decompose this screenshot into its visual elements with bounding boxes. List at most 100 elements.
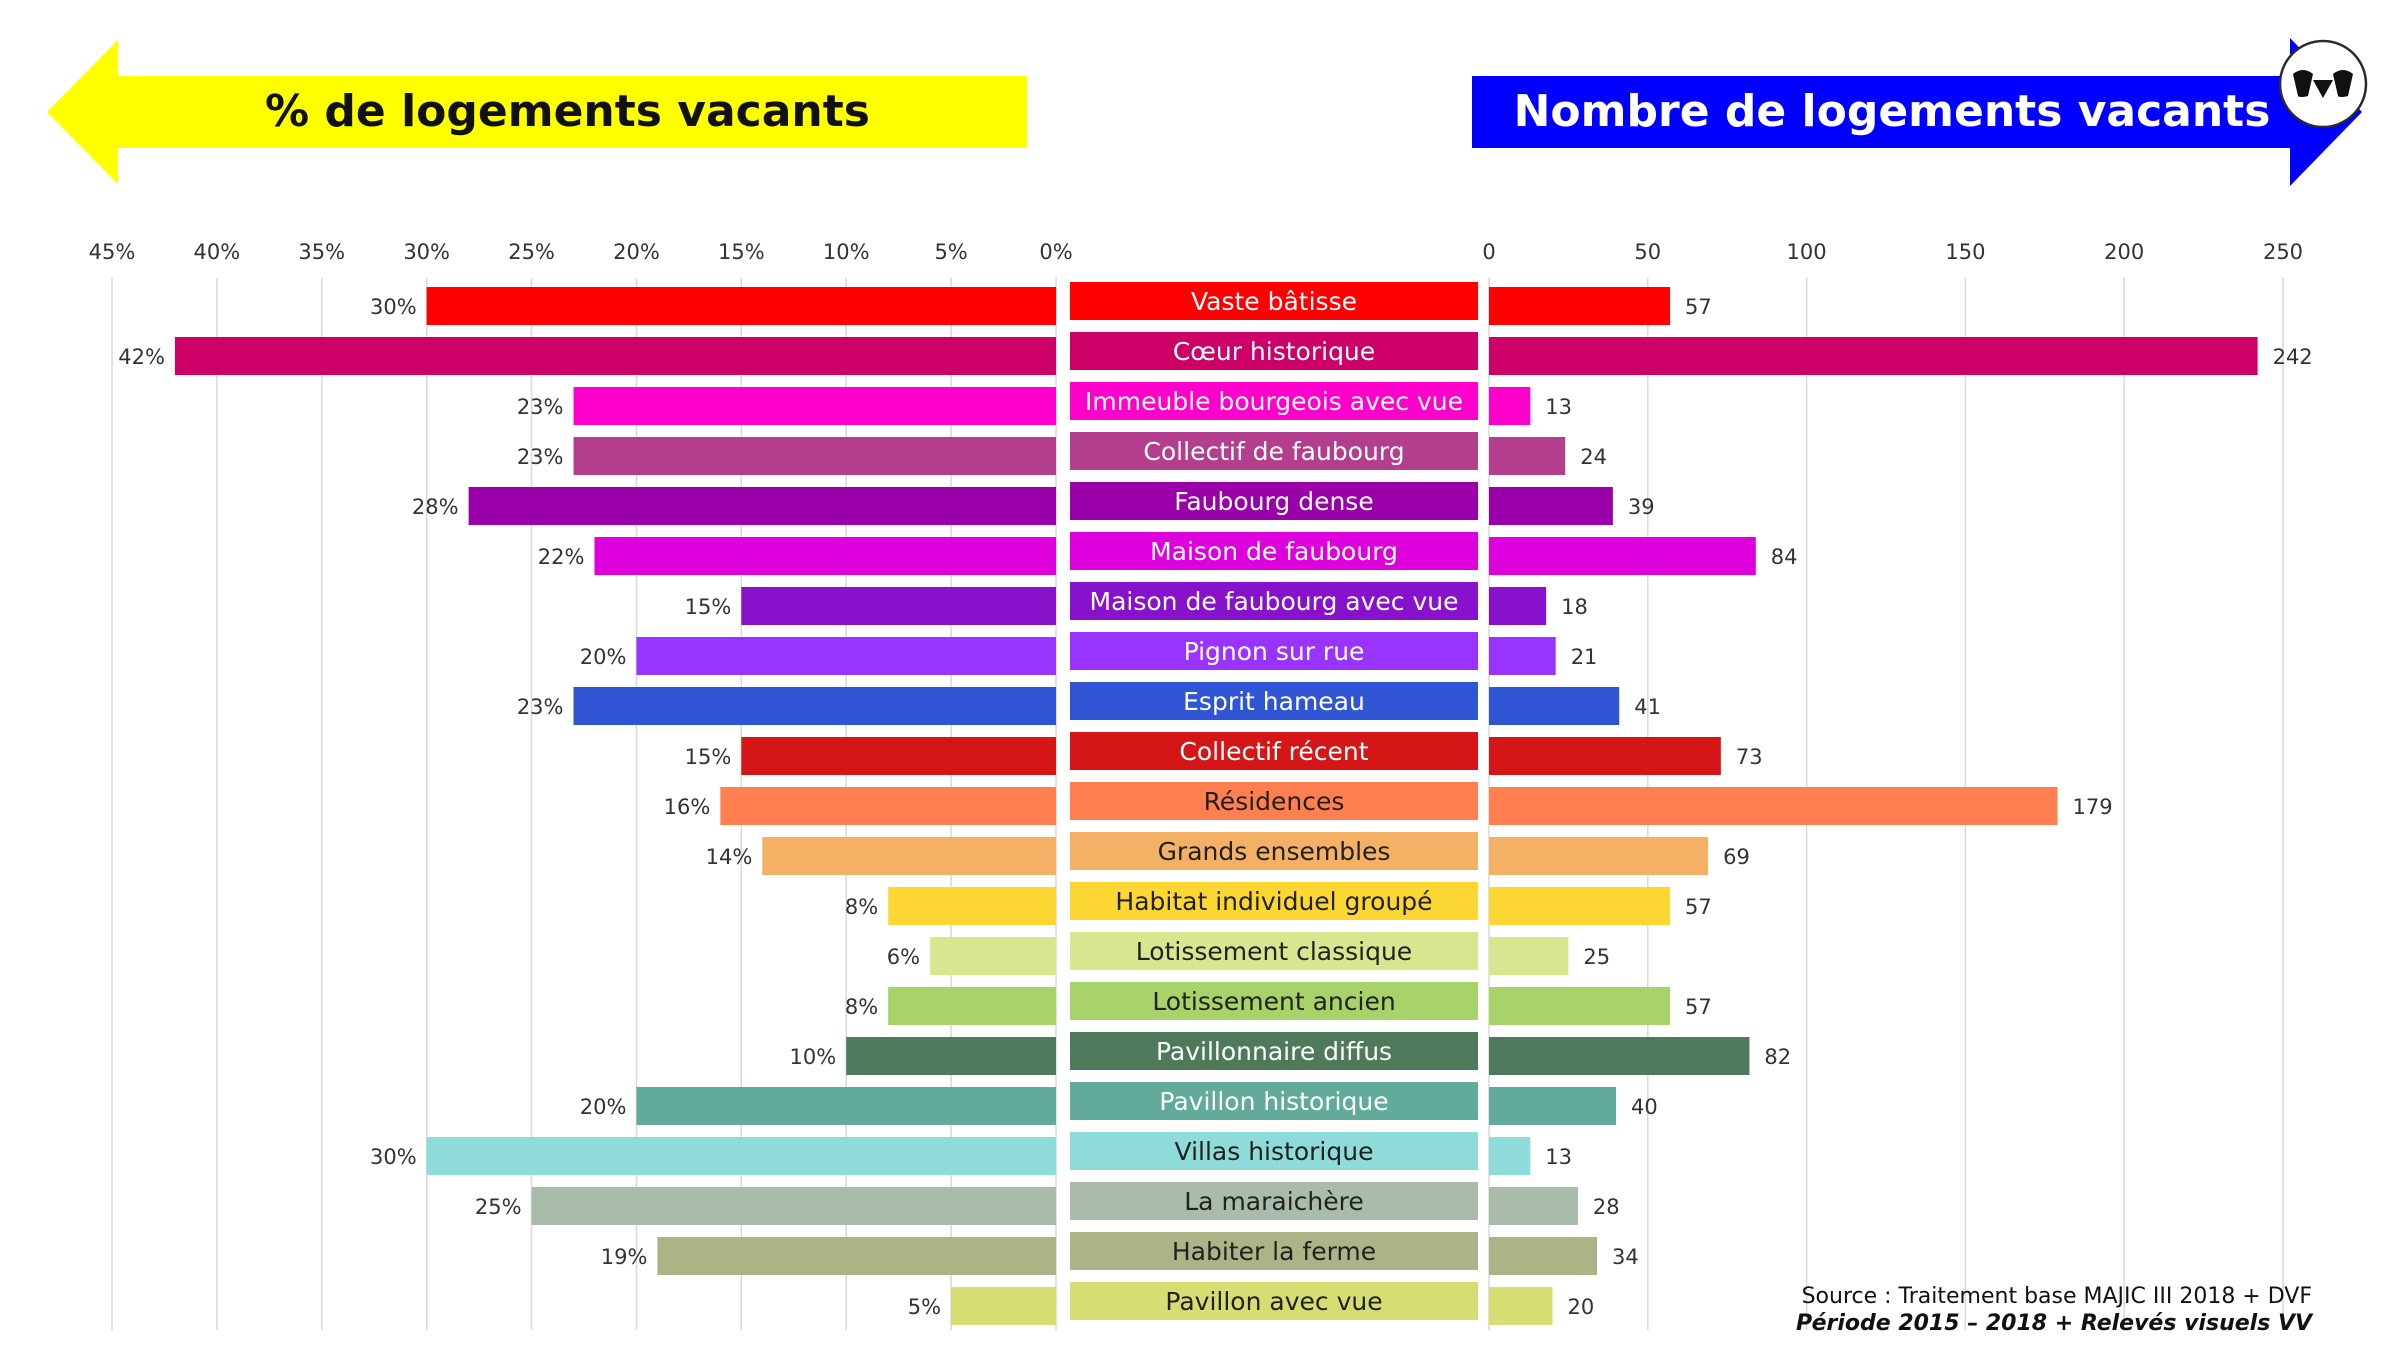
category-label: Pavillon historique (1159, 1087, 1388, 1116)
bar-count (1489, 937, 1569, 975)
bar-count-label: 18 (1561, 595, 1588, 619)
tick-label-right: 200 (2104, 240, 2144, 264)
bar-count (1489, 537, 1756, 575)
category-label: Maison de faubourg (1150, 537, 1398, 566)
left-title: % de logements vacants (265, 86, 870, 137)
bar-count (1489, 1087, 1617, 1125)
bar-count-label: 84 (1771, 545, 1798, 569)
bar-count-label: 28 (1593, 1195, 1620, 1219)
category-label-box (1070, 582, 1478, 620)
category-label-box (1070, 782, 1478, 820)
bar-pct-label: 16% (664, 795, 711, 819)
bar-pct (846, 1037, 1056, 1075)
bar-count-label: 57 (1685, 295, 1712, 319)
category-label-box (1070, 1132, 1478, 1170)
bar-count (1489, 587, 1547, 625)
bar-pct (657, 1237, 1056, 1275)
bar-pct-label: 10% (790, 1045, 837, 1069)
tick-label-left: 5% (934, 240, 967, 264)
bar-pct (636, 1087, 1056, 1125)
bar-count (1489, 1037, 1750, 1075)
category-label: Esprit hameau (1183, 687, 1365, 716)
category-label-box (1070, 732, 1478, 770)
bar-pct-label: 8% (845, 995, 878, 1019)
category-label: Pignon sur rue (1184, 637, 1365, 666)
category-label: Cœur historique (1173, 337, 1375, 366)
source-text: Source : Traitement base MAJIC III 2018 … (1801, 1284, 2312, 1309)
bar-pct (741, 737, 1056, 775)
tick-label-right: 50 (1634, 240, 1661, 264)
tick-label-left: 0% (1039, 240, 1072, 264)
bar-count (1489, 687, 1620, 725)
bar-pct-label: 30% (370, 295, 417, 319)
bar-pct (426, 1137, 1057, 1175)
bar-count (1489, 737, 1721, 775)
bar-pct (573, 387, 1056, 425)
category-label: Pavillon avec vue (1165, 1287, 1382, 1316)
bar-count-label: 82 (1764, 1045, 1791, 1069)
category-label-box (1070, 1032, 1478, 1070)
bar-count-label: 25 (1583, 945, 1610, 969)
category-label: Vaste bâtisse (1191, 287, 1357, 316)
bar-pct (888, 987, 1056, 1025)
bar-pct-label: 20% (580, 645, 627, 669)
bar-count (1489, 437, 1566, 475)
bar-pct (762, 837, 1056, 875)
category-label-box (1070, 282, 1478, 320)
bar-count-label: 69 (1723, 845, 1750, 869)
bar-pct-label: 14% (706, 845, 753, 869)
bar-count (1489, 337, 2258, 375)
right-title: Nombre de logements vacants (1513, 86, 2271, 137)
vv-logo-icon (2278, 39, 2368, 129)
bar-count-label: 13 (1545, 395, 1572, 419)
bar-count (1489, 837, 1709, 875)
tick-label-left: 25% (508, 240, 555, 264)
bar-count-label: 24 (1580, 445, 1607, 469)
bar-pct-label: 25% (475, 1195, 522, 1219)
bar-pct (741, 587, 1056, 625)
tick-label-left: 30% (403, 240, 450, 264)
category-label: Lotissement ancien (1152, 987, 1395, 1016)
bar-pct (720, 787, 1056, 825)
bar-pct (951, 1287, 1056, 1325)
bar-pct-label: 30% (370, 1145, 417, 1169)
bar-pct-label: 23% (517, 395, 564, 419)
bar-pct-label: 23% (517, 445, 564, 469)
bar-pct (888, 887, 1056, 925)
bar-pct (573, 437, 1056, 475)
bar-pct (594, 537, 1056, 575)
category-label: Lotissement classique (1136, 937, 1412, 966)
category-label-box (1070, 1282, 1478, 1320)
bar-pct (930, 937, 1056, 975)
category-label: Villas historique (1175, 1137, 1374, 1166)
bar-count-label: 34 (1612, 1245, 1639, 1269)
category-label: Collectif de faubourg (1143, 437, 1404, 466)
bar-count (1489, 387, 1531, 425)
bar-pct-label: 6% (887, 945, 920, 969)
bar-pct (573, 687, 1056, 725)
bar-count (1489, 787, 2058, 825)
bar-count-label: 20 (1568, 1295, 1595, 1319)
bar-pct (636, 637, 1056, 675)
bar-count (1489, 1237, 1597, 1275)
bar-count-label: 179 (2073, 795, 2113, 819)
category-label-box (1070, 1182, 1478, 1220)
bar-count (1489, 1287, 1553, 1325)
category-label: Faubourg dense (1174, 487, 1373, 516)
category-label: Collectif récent (1179, 737, 1368, 766)
bar-count (1489, 287, 1671, 325)
bar-count-label: 40 (1631, 1095, 1658, 1119)
bar-pct-label: 15% (685, 745, 732, 769)
tick-label-left: 15% (718, 240, 765, 264)
period-text: Période 2015 – 2018 + Relevés visuels VV (1796, 1311, 2312, 1336)
axis-ticks: 45% 40% 35% 30% 25% 20% 15% 10% 5% 0% 0 50 100 150 200… (89, 240, 2303, 264)
bar-count-label: 41 (1634, 695, 1661, 719)
category-label-box (1070, 932, 1478, 970)
tick-label-right: 150 (1945, 240, 1985, 264)
category-label: Grands ensembles (1158, 837, 1391, 866)
bar-pct-label: 5% (908, 1295, 941, 1319)
category-label-box (1070, 832, 1478, 870)
category-label: La maraichère (1184, 1187, 1364, 1216)
